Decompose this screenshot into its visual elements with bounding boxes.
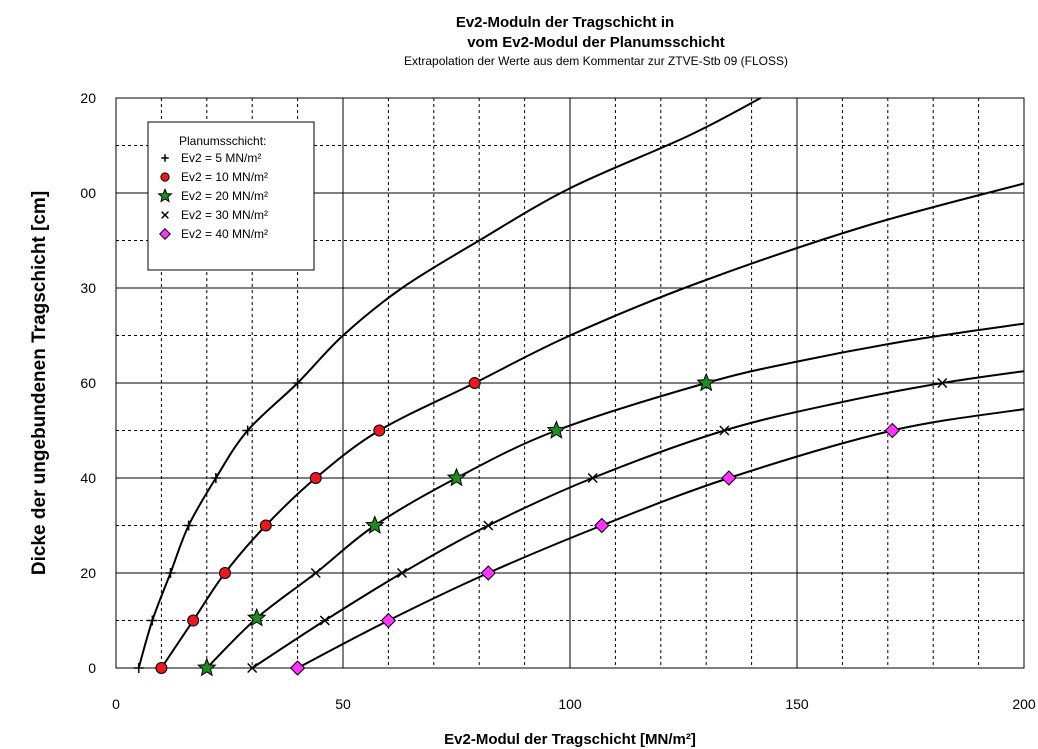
x-tick-label: 200 [1012,696,1036,712]
marker-star [546,420,567,439]
legend-item-label: Ev2 = 5 MN/m² [181,151,261,165]
chart-subtitle: Extrapolation der Werte aus dem Kommenta… [404,54,788,68]
marker-diamond [380,612,397,629]
marker-diamond [884,422,901,439]
y-axis-label: Dicke der ungebundenen Tragschicht [cm] [29,191,50,575]
marker-x [937,377,948,389]
marker-diamond [594,517,610,534]
chart-title-line2: vom Ev2-Modul der Planumsschicht [467,34,725,51]
marker-diamond [480,565,496,581]
marker-plus [242,425,253,436]
marker-plus [133,663,144,673]
marker-plus [161,154,169,162]
marker-x [719,425,730,436]
marker-plus [165,568,176,578]
marker-x [161,211,169,219]
markers [133,372,948,677]
series-curve [251,370,1025,669]
marker-diamond [289,660,306,676]
legend-item-label: Ev2 = 40 MN/m² [181,227,268,241]
legend: Planumsschicht: Ev2 = 5 MN/m² Ev2 = 10 MN… [147,121,315,271]
series-curve [206,322,1025,669]
marker-x [587,472,598,484]
marker-diamond [721,470,737,486]
y-tick-label: 00 [80,185,96,201]
marker-circle [187,614,200,627]
y-tick-label: 40 [80,470,96,486]
legend-item-label: Ev2 = 10 MN/m² [181,170,268,184]
y-tick-label: 0 [88,660,96,676]
marker-x [319,615,330,626]
marker-plus [292,378,303,388]
marker-circle [468,377,481,389]
x-tick-label: 100 [558,696,582,712]
chart-title-line1: Ev2-Moduln der Tragschicht in [456,14,674,31]
x-tick-label: 0 [112,696,120,712]
marker-circle [259,519,272,532]
marker-plus [147,615,158,626]
marker-plus [183,520,194,531]
marker-star [696,372,717,392]
marker-x [483,520,494,531]
marker-star [246,607,267,627]
x-tick-label: 50 [335,696,351,712]
y-axis-ticks: 0 20 40 60 30 00 20 [80,90,96,676]
marker-circle [155,662,168,674]
y-tick-label: 20 [80,565,96,581]
marker-circle [160,172,170,182]
marker-diamond [159,228,171,240]
legend-box [147,121,315,271]
plot-border [115,97,1025,669]
marker-x [310,567,321,579]
x-tick-label: 150 [785,696,809,712]
x-axis-ticks: 0 50 100 150 200 [112,696,1036,712]
marker-star [446,467,467,487]
marker-x [247,662,258,674]
marker-star [364,515,385,534]
series-curve [137,97,762,669]
y-tick-label: 60 [80,375,96,391]
marker-circle [309,472,322,484]
legend-item-label: Ev2 = 20 MN/m² [181,189,268,203]
marker-circle [373,424,386,437]
marker-x [396,567,408,579]
x-axis-label: Ev2-Modul der Tragschicht [MN/m²] [444,731,696,748]
marker-plus [210,473,221,483]
marker-star [157,187,173,203]
legend-item-label: Ev2 = 30 MN/m² [181,208,268,222]
marker-star [196,657,217,677]
y-tick-label: 30 [80,280,96,296]
y-tick-label: 20 [80,90,96,106]
marker-circle [218,567,231,579]
legend-title: Planumsschicht: [179,134,266,148]
